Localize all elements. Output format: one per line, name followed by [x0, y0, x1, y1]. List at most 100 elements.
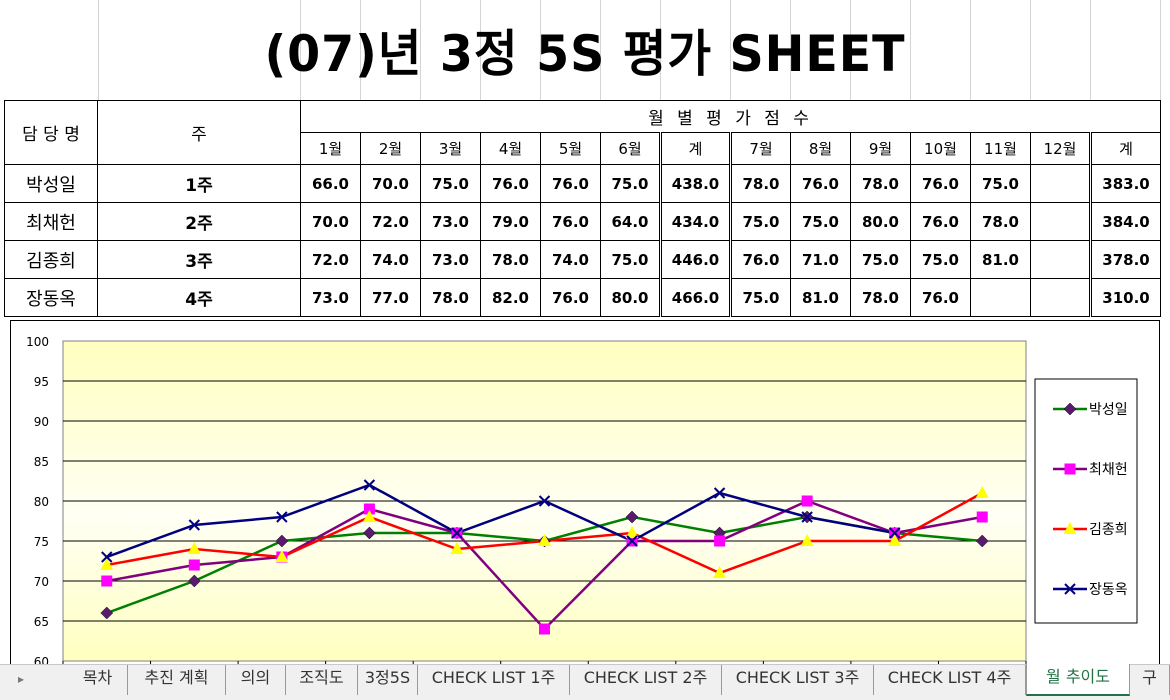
score-cell[interactable]: 80.0 [600, 278, 661, 317]
score-cell[interactable]: 81.0 [970, 240, 1031, 279]
score-cell[interactable]: 75.0 [790, 202, 851, 241]
week-cell[interactable]: 2주 [97, 202, 301, 241]
score-cell[interactable] [1030, 202, 1091, 241]
score-cell[interactable]: 76.0 [480, 164, 541, 203]
header-month[interactable]: 12월 [1030, 132, 1091, 165]
header-month[interactable]: 2월 [360, 132, 421, 165]
data-point [187, 574, 201, 588]
week-cell[interactable]: 4주 [97, 278, 301, 317]
header-sum[interactable]: 계 [1089, 132, 1161, 165]
score-cell[interactable]: 76.0 [910, 202, 971, 241]
score-cell[interactable]: 70.0 [300, 202, 361, 241]
header-month[interactable]: 11월 [970, 132, 1031, 165]
sum-cell[interactable]: 446.0 [659, 240, 731, 279]
score-cell[interactable]: 79.0 [480, 202, 541, 241]
score-cell[interactable]: 81.0 [790, 278, 851, 317]
worksheet[interactable]: (07)년 3정 5S 평가 SHEET 담 당 명 주 월 별 평 가 점 수… [0, 0, 1170, 664]
score-cell[interactable]: 75.0 [850, 240, 911, 279]
sheet-tab[interactable]: 추진 계획 [128, 665, 226, 695]
sheet-tab[interactable]: 월 추이도 [1026, 664, 1130, 696]
sum-cell[interactable]: 384.0 [1089, 202, 1161, 241]
score-cell[interactable]: 76.0 [910, 278, 971, 317]
score-cell[interactable]: 77.0 [360, 278, 421, 317]
tab-scroll-arrow-icon[interactable]: ▸ [18, 672, 25, 686]
header-month[interactable]: 9월 [850, 132, 911, 165]
sum-cell[interactable]: 383.0 [1089, 164, 1161, 203]
score-cell[interactable]: 71.0 [790, 240, 851, 279]
score-cell[interactable]: 74.0 [540, 240, 601, 279]
person-name-cell[interactable]: 김종희 [4, 240, 98, 279]
sheet-tab[interactable]: 목차 [68, 665, 128, 695]
week-cell[interactable]: 3주 [97, 240, 301, 279]
header-month[interactable]: 5월 [540, 132, 601, 165]
score-cell[interactable]: 78.0 [729, 164, 791, 203]
sheet-tab[interactable]: CHECK LIST 1주 [418, 665, 570, 695]
score-cell[interactable]: 70.0 [360, 164, 421, 203]
score-cell[interactable]: 75.0 [420, 164, 481, 203]
header-month[interactable]: 3월 [420, 132, 481, 165]
score-cell[interactable]: 75.0 [729, 202, 791, 241]
score-cell[interactable]: 76.0 [540, 202, 601, 241]
score-cell[interactable]: 73.0 [300, 278, 361, 317]
score-cell[interactable]: 76.0 [790, 164, 851, 203]
score-cell[interactable]: 78.0 [970, 202, 1031, 241]
score-cell[interactable]: 72.0 [300, 240, 361, 279]
line-chart[interactable]: 100 95 90 85 80 75 70 65 60 박성일 최채헌 김종희 장동옥 [10, 320, 1160, 664]
header-month[interactable]: 8월 [790, 132, 851, 165]
score-cell[interactable] [970, 278, 1031, 317]
data-point [538, 534, 551, 546]
sheet-tab[interactable]: 조직도 [286, 665, 358, 695]
score-cell[interactable]: 66.0 [300, 164, 361, 203]
header-sum[interactable]: 계 [659, 132, 731, 165]
score-cell[interactable]: 73.0 [420, 202, 481, 241]
score-cell[interactable]: 82.0 [480, 278, 541, 317]
score-cell[interactable]: 75.0 [970, 164, 1031, 203]
y-tick-label: 100 [26, 335, 49, 349]
person-name-cell[interactable]: 최채헌 [4, 202, 98, 241]
score-cell[interactable]: 74.0 [360, 240, 421, 279]
sheet-tab[interactable]: CHECK LIST 3주 [722, 665, 874, 695]
score-cell[interactable]: 76.0 [540, 278, 601, 317]
data-point [714, 535, 726, 547]
score-cell[interactable]: 75.0 [600, 164, 661, 203]
header-monthly-score[interactable]: 월 별 평 가 점 수 [300, 100, 1161, 133]
header-week[interactable]: 주 [97, 100, 301, 165]
score-cell[interactable] [1030, 278, 1091, 317]
score-cell[interactable] [1030, 240, 1091, 279]
score-cell[interactable]: 76.0 [729, 240, 791, 279]
score-cell[interactable]: 78.0 [850, 164, 911, 203]
sum-cell[interactable]: 466.0 [659, 278, 731, 317]
person-name-cell[interactable]: 박성일 [4, 164, 98, 203]
score-cell[interactable]: 75.0 [910, 240, 971, 279]
sum-cell[interactable]: 378.0 [1089, 240, 1161, 279]
header-month[interactable]: 6월 [600, 132, 661, 165]
sum-cell[interactable]: 434.0 [659, 202, 731, 241]
score-cell[interactable]: 76.0 [910, 164, 971, 203]
score-cell[interactable]: 80.0 [850, 202, 911, 241]
score-cell[interactable]: 78.0 [480, 240, 541, 279]
score-cell[interactable]: 64.0 [600, 202, 661, 241]
header-month[interactable]: 7월 [729, 132, 791, 165]
cell-gridline [540, 0, 541, 100]
sheet-tab[interactable]: 3정5S [358, 665, 418, 695]
sheet-tab[interactable]: CHECK LIST 4주 [874, 665, 1026, 695]
sheet-tab[interactable]: CHECK LIST 2주 [570, 665, 722, 695]
header-person[interactable]: 담 당 명 [4, 100, 98, 165]
header-month[interactable]: 4월 [480, 132, 541, 165]
sum-cell[interactable]: 310.0 [1089, 278, 1161, 317]
score-cell[interactable]: 72.0 [360, 202, 421, 241]
sum-cell[interactable]: 438.0 [659, 164, 731, 203]
score-cell[interactable]: 78.0 [420, 278, 481, 317]
score-cell[interactable]: 75.0 [600, 240, 661, 279]
score-cell[interactable] [1030, 164, 1091, 203]
score-cell[interactable]: 76.0 [540, 164, 601, 203]
person-name-cell[interactable]: 장동옥 [4, 278, 98, 317]
score-cell[interactable]: 78.0 [850, 278, 911, 317]
score-cell[interactable]: 75.0 [729, 278, 791, 317]
sheet-tab[interactable]: 의의 [226, 665, 286, 695]
header-month[interactable]: 10월 [910, 132, 971, 165]
header-month[interactable]: 1월 [300, 132, 361, 165]
week-cell[interactable]: 1주 [97, 164, 301, 203]
sheet-tab[interactable]: 구 [1130, 665, 1170, 695]
score-cell[interactable]: 73.0 [420, 240, 481, 279]
